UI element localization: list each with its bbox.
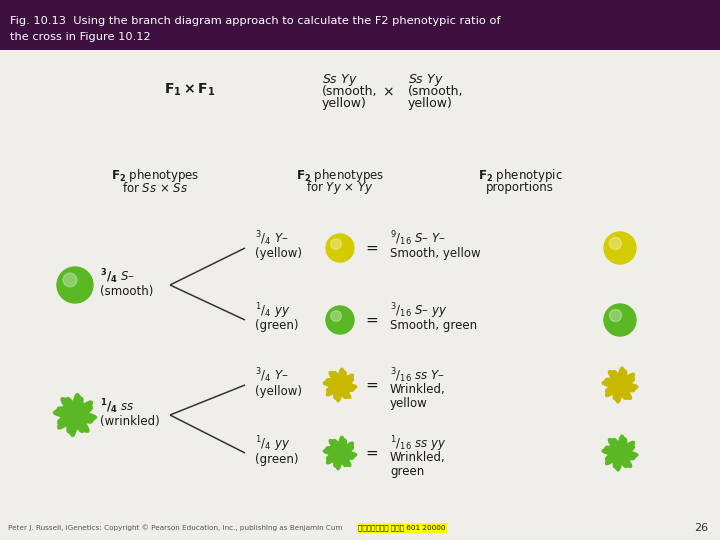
Text: (green): (green)	[255, 320, 299, 333]
Text: (green): (green)	[255, 453, 299, 465]
Text: $^3/_{16}$ $\it{S}$– $\it{yy}$: $^3/_{16}$ $\it{S}$– $\it{yy}$	[390, 301, 447, 321]
Text: $^3/_4$ $\it{Y}$–: $^3/_4$ $\it{Y}$–	[255, 230, 289, 248]
Text: (wrinkled): (wrinkled)	[100, 415, 160, 429]
Text: proportions: proportions	[486, 181, 554, 194]
Bar	[0, 0, 720, 50]
Text: yellow: yellow	[390, 396, 428, 409]
Polygon shape	[53, 394, 96, 436]
Text: $\mathbf{F_2}$ phenotypic: $\mathbf{F_2}$ phenotypic	[477, 166, 562, 184]
Text: yellow): yellow)	[322, 98, 367, 111]
Circle shape	[604, 304, 636, 336]
Text: =: =	[366, 240, 379, 255]
Text: (yellow): (yellow)	[255, 247, 302, 260]
Text: $^3/_{16}$ $\it{ss}$ $\it{Y}$–: $^3/_{16}$ $\it{ss}$ $\it{Y}$–	[390, 367, 445, 386]
Text: $^1/_4$ $\it{yy}$: $^1/_4$ $\it{yy}$	[255, 301, 290, 321]
Text: $\mathbf{F_2}$ phenotypes: $\mathbf{F_2}$ phenotypes	[296, 166, 384, 184]
Text: Smooth, yellow: Smooth, yellow	[390, 247, 481, 260]
Text: yellow): yellow)	[408, 98, 453, 111]
Polygon shape	[602, 367, 638, 403]
Text: 合大生命科學系 遂傳學 601 20000: 合大生命科學系 遂傳學 601 20000	[358, 525, 446, 531]
Text: (smooth,: (smooth,	[408, 85, 464, 98]
Circle shape	[604, 232, 636, 264]
Text: $\mathbf{^1/_4}$ $\it{ss}$: $\mathbf{^1/_4}$ $\it{ss}$	[100, 397, 135, 416]
Text: =: =	[366, 313, 379, 327]
Text: 26: 26	[694, 523, 708, 533]
Text: (yellow): (yellow)	[255, 384, 302, 397]
Circle shape	[609, 238, 621, 249]
Text: (smooth): (smooth)	[100, 286, 153, 299]
Circle shape	[326, 234, 354, 262]
Circle shape	[330, 239, 341, 249]
Text: for $\it{Ss}$ $\times$ $\it{Ss}$: for $\it{Ss}$ $\times$ $\it{Ss}$	[122, 181, 188, 195]
Text: Wrinkled,: Wrinkled,	[390, 383, 446, 396]
Text: Peter J. Russell, iGenetics: Copyright © Pearson Education, Inc., publishing as : Peter J. Russell, iGenetics: Copyright ©…	[8, 525, 343, 531]
Text: $\it{Ss}$ $\it{Yy}$: $\it{Ss}$ $\it{Yy}$	[408, 72, 444, 88]
Text: for $\it{Yy}$ $\times$ $\it{Yy}$: for $\it{Yy}$ $\times$ $\it{Yy}$	[306, 179, 374, 197]
Text: $\mathbf{F_1 \times F_1}$: $\mathbf{F_1 \times F_1}$	[164, 82, 216, 98]
Text: $\mathbf{^3/_4}$ $\it{S}$–: $\mathbf{^3/_4}$ $\it{S}$–	[100, 268, 135, 286]
Text: $^1/_{16}$ $\it{ss}$ $\it{yy}$: $^1/_{16}$ $\it{ss}$ $\it{yy}$	[390, 434, 446, 454]
Text: $^1/_4$ $\it{yy}$: $^1/_4$ $\it{yy}$	[255, 434, 290, 454]
Circle shape	[609, 309, 621, 322]
Text: $\times$: $\times$	[382, 85, 394, 99]
Polygon shape	[323, 368, 356, 402]
Circle shape	[330, 310, 341, 321]
Circle shape	[63, 273, 77, 287]
Circle shape	[326, 306, 354, 334]
Text: =: =	[366, 446, 379, 461]
Text: the cross in Figure 10.12: the cross in Figure 10.12	[10, 32, 150, 42]
Text: $\mathbf{F_2}$ phenotypes: $\mathbf{F_2}$ phenotypes	[111, 166, 199, 184]
Text: (smooth,: (smooth,	[322, 85, 377, 98]
Polygon shape	[323, 436, 356, 470]
Text: $^3/_4$ $\it{Y}$–: $^3/_4$ $\it{Y}$–	[255, 367, 289, 386]
Text: $^9/_{16}$ $\it{S}$– $\it{Y}$–: $^9/_{16}$ $\it{S}$– $\it{Y}$–	[390, 230, 446, 248]
Circle shape	[57, 267, 93, 303]
Text: =: =	[366, 377, 379, 393]
Text: green: green	[390, 464, 424, 477]
Text: Wrinkled,: Wrinkled,	[390, 451, 446, 464]
Text: $\it{Ss}$ $\it{Yy}$: $\it{Ss}$ $\it{Yy}$	[322, 72, 358, 88]
Text: Fig. 10.13  Using the branch diagram approach to calculate the F2 phenotypic rat: Fig. 10.13 Using the branch diagram appr…	[10, 16, 500, 26]
Polygon shape	[602, 435, 638, 471]
Text: Smooth, green: Smooth, green	[390, 320, 477, 333]
